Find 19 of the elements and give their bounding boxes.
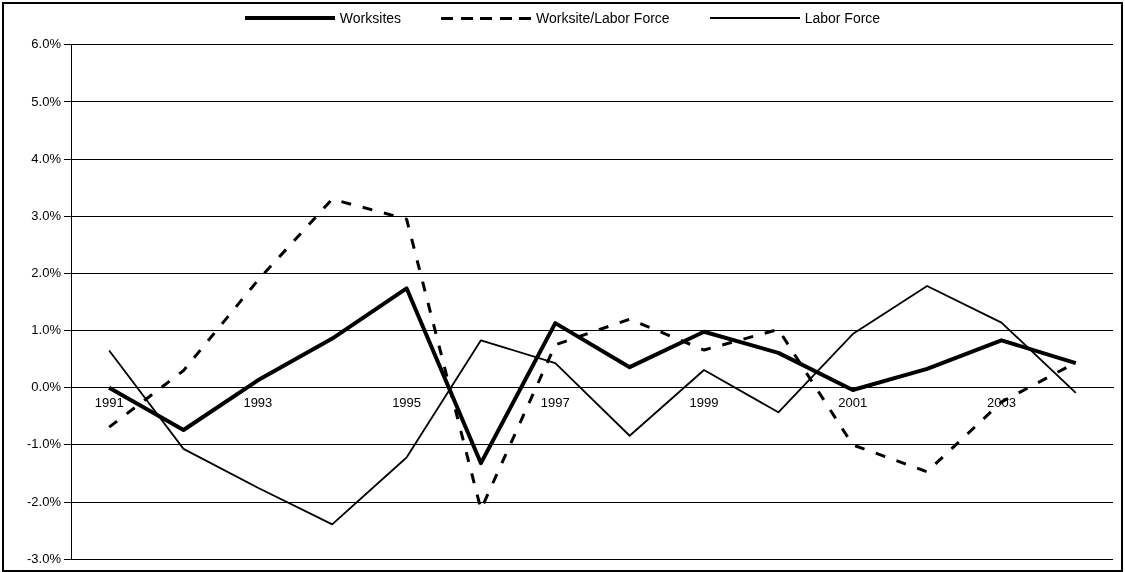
y-tick-label: 4.0% xyxy=(31,150,62,166)
x-tick-label: 1991 xyxy=(94,395,124,411)
y-tick-label: 6.0% xyxy=(31,36,62,52)
x-tick-label: 1993 xyxy=(243,395,273,411)
y-tick-label: -1.0% xyxy=(26,436,62,452)
y-tick-label: -2.0% xyxy=(26,493,62,509)
legend-label: Worksites xyxy=(339,10,402,26)
x-tick-label: 1999 xyxy=(689,395,719,411)
x-tick-label: 2001 xyxy=(838,395,868,411)
y-tick-label: 2.0% xyxy=(31,265,62,280)
y-tick-label: 5.0% xyxy=(31,93,62,109)
x-tick-label: 1995 xyxy=(392,395,422,411)
legend-label: Worksite/Labor Force xyxy=(536,10,670,26)
x-tick-label: 1997 xyxy=(540,395,570,411)
y-tick-label: 1.0% xyxy=(31,322,62,338)
y-tick-label: 0.0% xyxy=(31,379,62,395)
y-tick-label: -3.0% xyxy=(26,550,62,566)
y-tick-label: 3.0% xyxy=(31,207,62,223)
legend-label: Labor Force xyxy=(804,10,881,26)
